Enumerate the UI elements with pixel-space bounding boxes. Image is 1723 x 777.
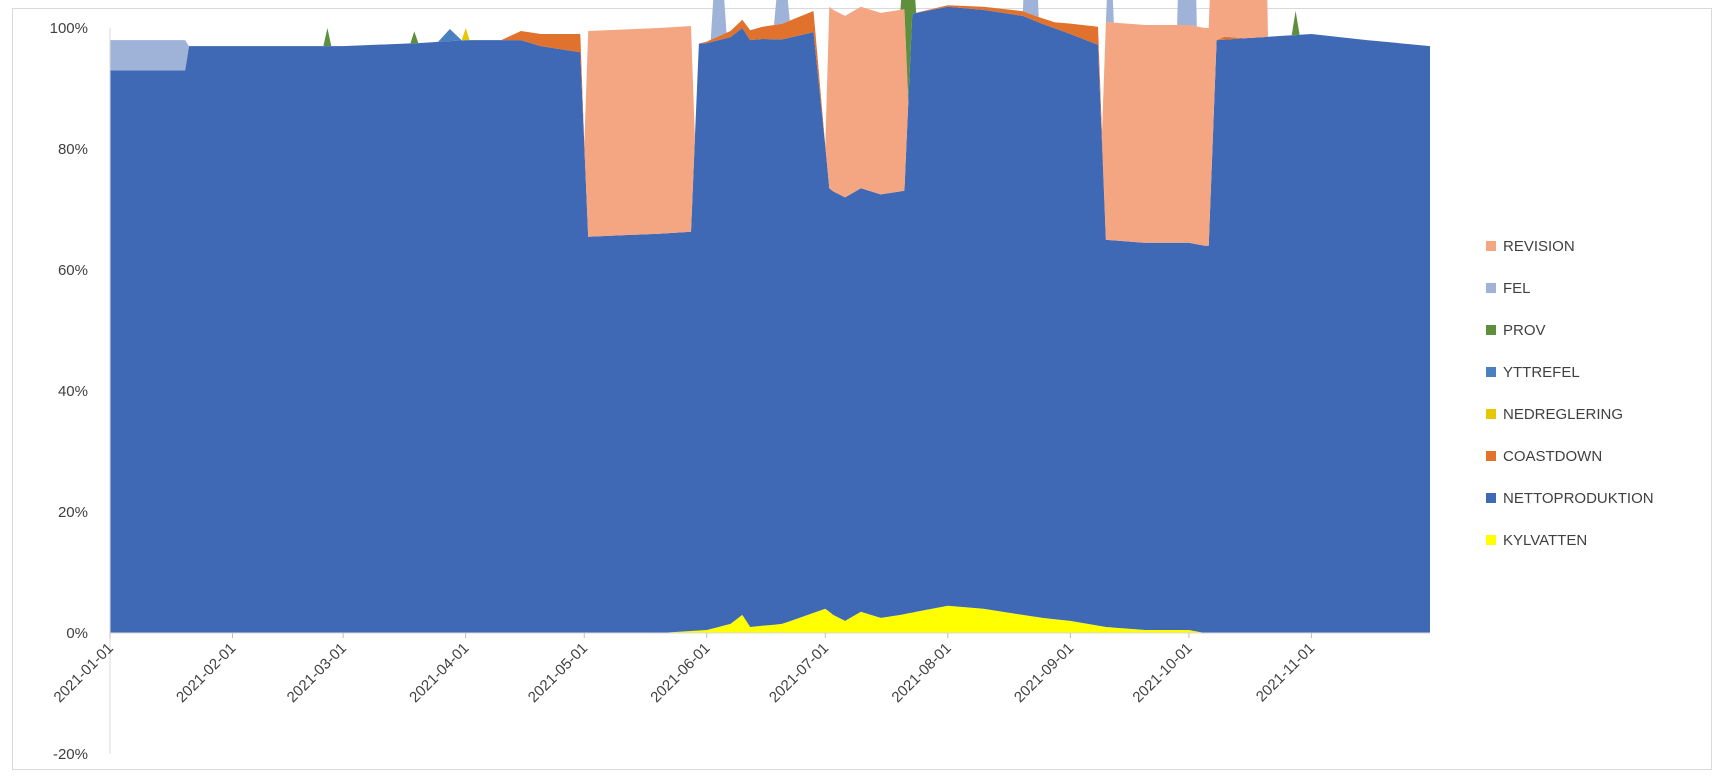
x-tick-label: 2021-06-01 xyxy=(647,640,713,706)
legend-swatch-yttrefel xyxy=(1486,367,1496,377)
area-kylvatten xyxy=(110,605,1430,633)
legend-swatch-nedreglering xyxy=(1486,409,1496,419)
legend: REVISION FEL PROV YTTREFEL NEDREGLERING COAST… xyxy=(1486,238,1654,549)
legend-swatch-nettoproduktion xyxy=(1486,493,1496,503)
x-tick-label: 2021-11-01 xyxy=(1253,640,1318,705)
legend-label-coastdown: COASTDOWN xyxy=(1503,448,1602,465)
x-tick-label: 2021-10-01 xyxy=(1129,640,1195,706)
x-tick-label: 2021-09-01 xyxy=(1011,640,1077,706)
legend-label-kylvatten: KYLVATTEN xyxy=(1503,532,1587,549)
x-tick-label: 2021-05-01 xyxy=(525,640,591,706)
area-revision xyxy=(110,0,1430,246)
legend-swatch-fel xyxy=(1486,283,1496,293)
x-tick-label: 2021-03-01 xyxy=(284,640,350,706)
legend-label-nedreglering: NEDREGLERING xyxy=(1503,406,1623,423)
legend-swatch-revision xyxy=(1486,241,1496,251)
y-tick-label: 80% xyxy=(58,141,88,158)
y-tick-label: 0% xyxy=(66,625,88,642)
x-tick-label: 2021-07-01 xyxy=(766,640,832,706)
legend-swatch-prov xyxy=(1486,325,1496,335)
y-tick-label: 100% xyxy=(50,20,88,37)
x-tick-label: 2021-01-01 xyxy=(51,640,117,706)
legend-label-prov: PROV xyxy=(1503,322,1546,339)
legend-label-nettoproduktion: NETTOPRODUKTION xyxy=(1503,490,1654,507)
legend-label-yttrefel: YTTREFEL xyxy=(1503,364,1580,381)
x-tick-label: 2021-08-01 xyxy=(888,640,954,706)
y-tick-label: 60% xyxy=(58,262,88,279)
x-tick-label: 2021-02-01 xyxy=(173,640,239,706)
area-layer xyxy=(110,0,1430,634)
y-tick-label: -20% xyxy=(53,746,88,763)
legend-swatch-kylvatten xyxy=(1486,535,1496,545)
y-tick-label: 20% xyxy=(58,504,88,521)
legend-label-fel: FEL xyxy=(1503,280,1531,297)
area-nettoproduktion xyxy=(110,6,1430,634)
legend-label-revision: REVISION xyxy=(1503,238,1575,255)
legend-swatch-coastdown xyxy=(1486,451,1496,461)
x-tick-label: 2021-04-01 xyxy=(406,640,472,706)
y-tick-label: 40% xyxy=(58,383,88,400)
